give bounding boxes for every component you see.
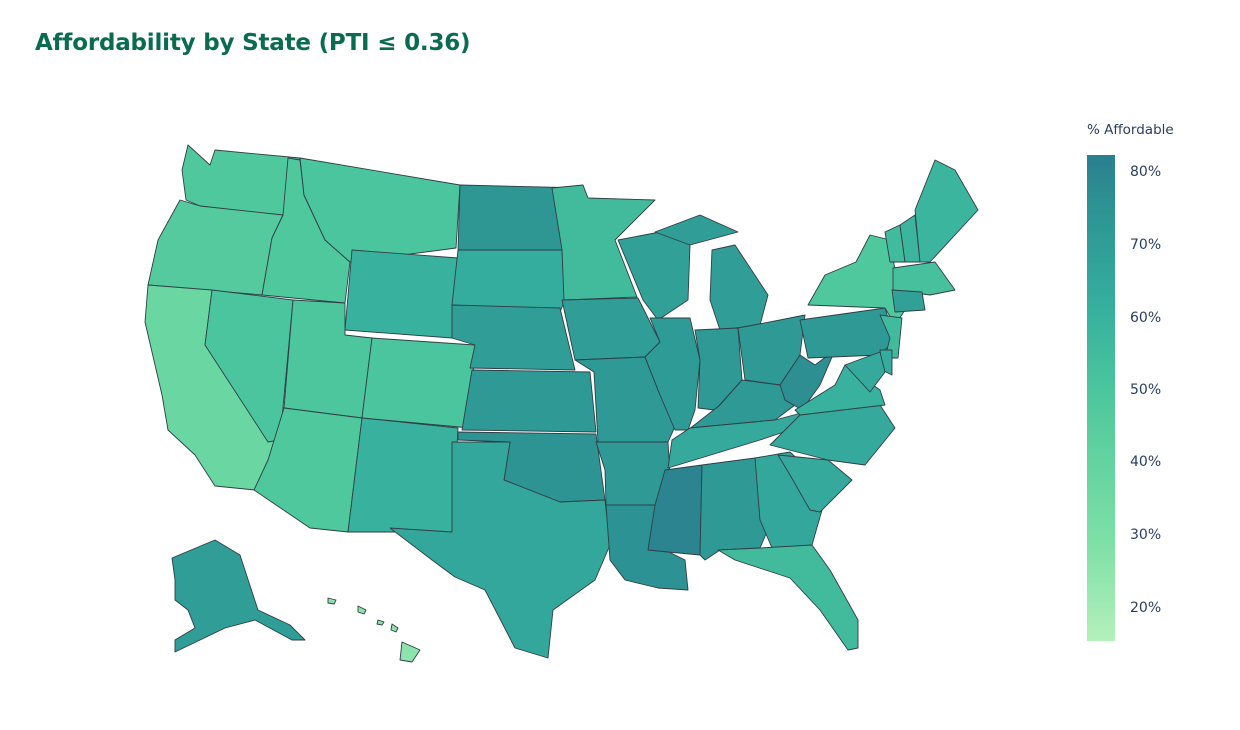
state-ma[interactable] — [892, 261, 956, 296]
state-wv[interactable] — [779, 349, 836, 411]
state-wy[interactable] — [344, 249, 459, 339]
state-ak[interactable] — [171, 539, 306, 653]
colorbar-tick-label: 70% — [1130, 237, 1162, 253]
colorbar-tick-label: 40% — [1130, 454, 1162, 470]
state-hi[interactable] — [327, 597, 421, 663]
colorbar-tick-label: 20% — [1130, 600, 1162, 616]
state-il[interactable] — [644, 317, 701, 431]
state-sd[interactable] — [451, 249, 566, 313]
state-co[interactable] — [361, 337, 476, 429]
colorbar-tick-label: 60% — [1130, 310, 1162, 326]
state-nm[interactable] — [347, 417, 459, 533]
state-ct[interactable] — [891, 289, 926, 313]
state-wa[interactable] — [181, 144, 301, 216]
state-me[interactable] — [914, 159, 979, 263]
state-ks[interactable] — [461, 369, 597, 433]
colorbar-tick-label: 50% — [1130, 382, 1162, 398]
state-ne[interactable] — [451, 304, 576, 371]
state-mn[interactable] — [551, 184, 656, 301]
state-fl[interactable] — [717, 544, 859, 651]
state-ia[interactable] — [561, 297, 661, 361]
colorbar-tick-label: 30% — [1130, 527, 1162, 543]
colorbar — [1087, 155, 1115, 641]
state-md[interactable] — [844, 351, 886, 393]
state-tx[interactable] — [389, 441, 611, 659]
colorbar-title: % Affordable — [1087, 122, 1174, 138]
colorbar-tick-label: 80% — [1130, 164, 1162, 180]
map-title: Affordability by State (PTI ≤ 0.36) — [35, 30, 471, 56]
state-or[interactable] — [147, 199, 284, 296]
